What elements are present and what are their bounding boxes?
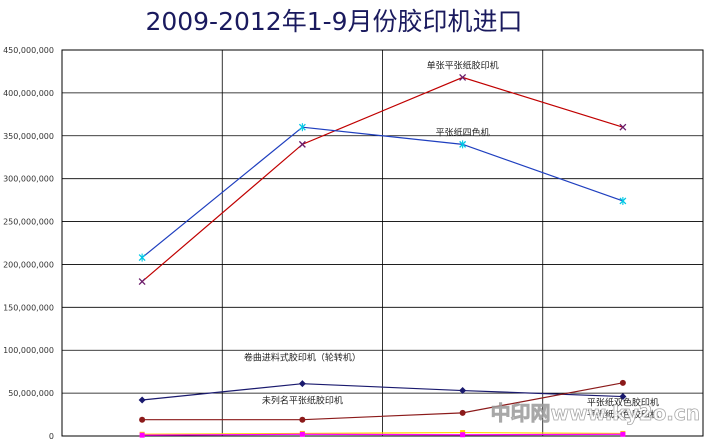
series-line: [142, 433, 623, 436]
data-point: [138, 396, 146, 404]
data-point: [299, 416, 306, 423]
data-point-stroke: [298, 140, 306, 148]
series-label: 平张纸四色机: [436, 126, 490, 138]
y-tick-label: 50,000,000: [8, 389, 54, 398]
chart-title: 2009-2012年1-9月份胶印机进口: [145, 7, 522, 36]
data-point: [459, 140, 467, 149]
data-point: [619, 393, 627, 401]
series-label: 卷曲进料式胶印机（轮转机）: [244, 352, 361, 364]
data-point: [619, 196, 627, 205]
data-point-stroke: [459, 73, 467, 81]
y-tick-label: 350,000,000: [3, 132, 54, 141]
data-point: [298, 123, 306, 132]
y-tick-label: 450,000,000: [3, 46, 54, 55]
series-label: 平张纸双色胶印机: [587, 396, 659, 408]
series-label: 未列名平张纸胶印机: [262, 395, 343, 407]
series-line: [142, 382, 623, 421]
series-line: [142, 383, 623, 401]
y-tick-label: 200,000,000: [3, 260, 54, 269]
y-tick-label: 100,000,000: [3, 346, 54, 355]
y-tick-label: 300,000,000: [3, 175, 54, 184]
data-point: [298, 380, 306, 388]
data-point: [620, 431, 626, 437]
series-group: [138, 73, 627, 438]
data-point: [459, 409, 466, 416]
data-point: [139, 416, 146, 423]
series-line: [141, 76, 624, 283]
data-point: [459, 73, 467, 81]
y-tick-label: 0: [49, 432, 54, 441]
grid: [61, 49, 704, 437]
series-label: 平张纸单色胶印机: [587, 408, 659, 420]
data-point: [138, 278, 146, 286]
y-tick-label: 250,000,000: [3, 218, 54, 227]
series-line: [142, 431, 623, 435]
data-point: [619, 123, 627, 131]
series-label: 单张平张纸胶印机: [427, 59, 499, 71]
data-point: [460, 432, 466, 438]
y-tick-label: 150,000,000: [3, 303, 54, 312]
data-point: [138, 253, 146, 262]
data-point: [459, 387, 467, 395]
data-point-stroke: [619, 123, 627, 131]
watermark-text: 中印网www.ky2o.cn: [491, 401, 700, 425]
y-tick-label: 400,000,000: [3, 89, 54, 98]
data-point-stroke: [138, 278, 146, 286]
data-point: [139, 432, 145, 438]
data-point: [299, 431, 305, 437]
series-line: [141, 126, 624, 259]
data-point: [619, 379, 626, 386]
data-point: [298, 140, 306, 148]
y-axis: 0 50,000,000 100,000,000 150,000,000 200,000…: [3, 46, 54, 441]
